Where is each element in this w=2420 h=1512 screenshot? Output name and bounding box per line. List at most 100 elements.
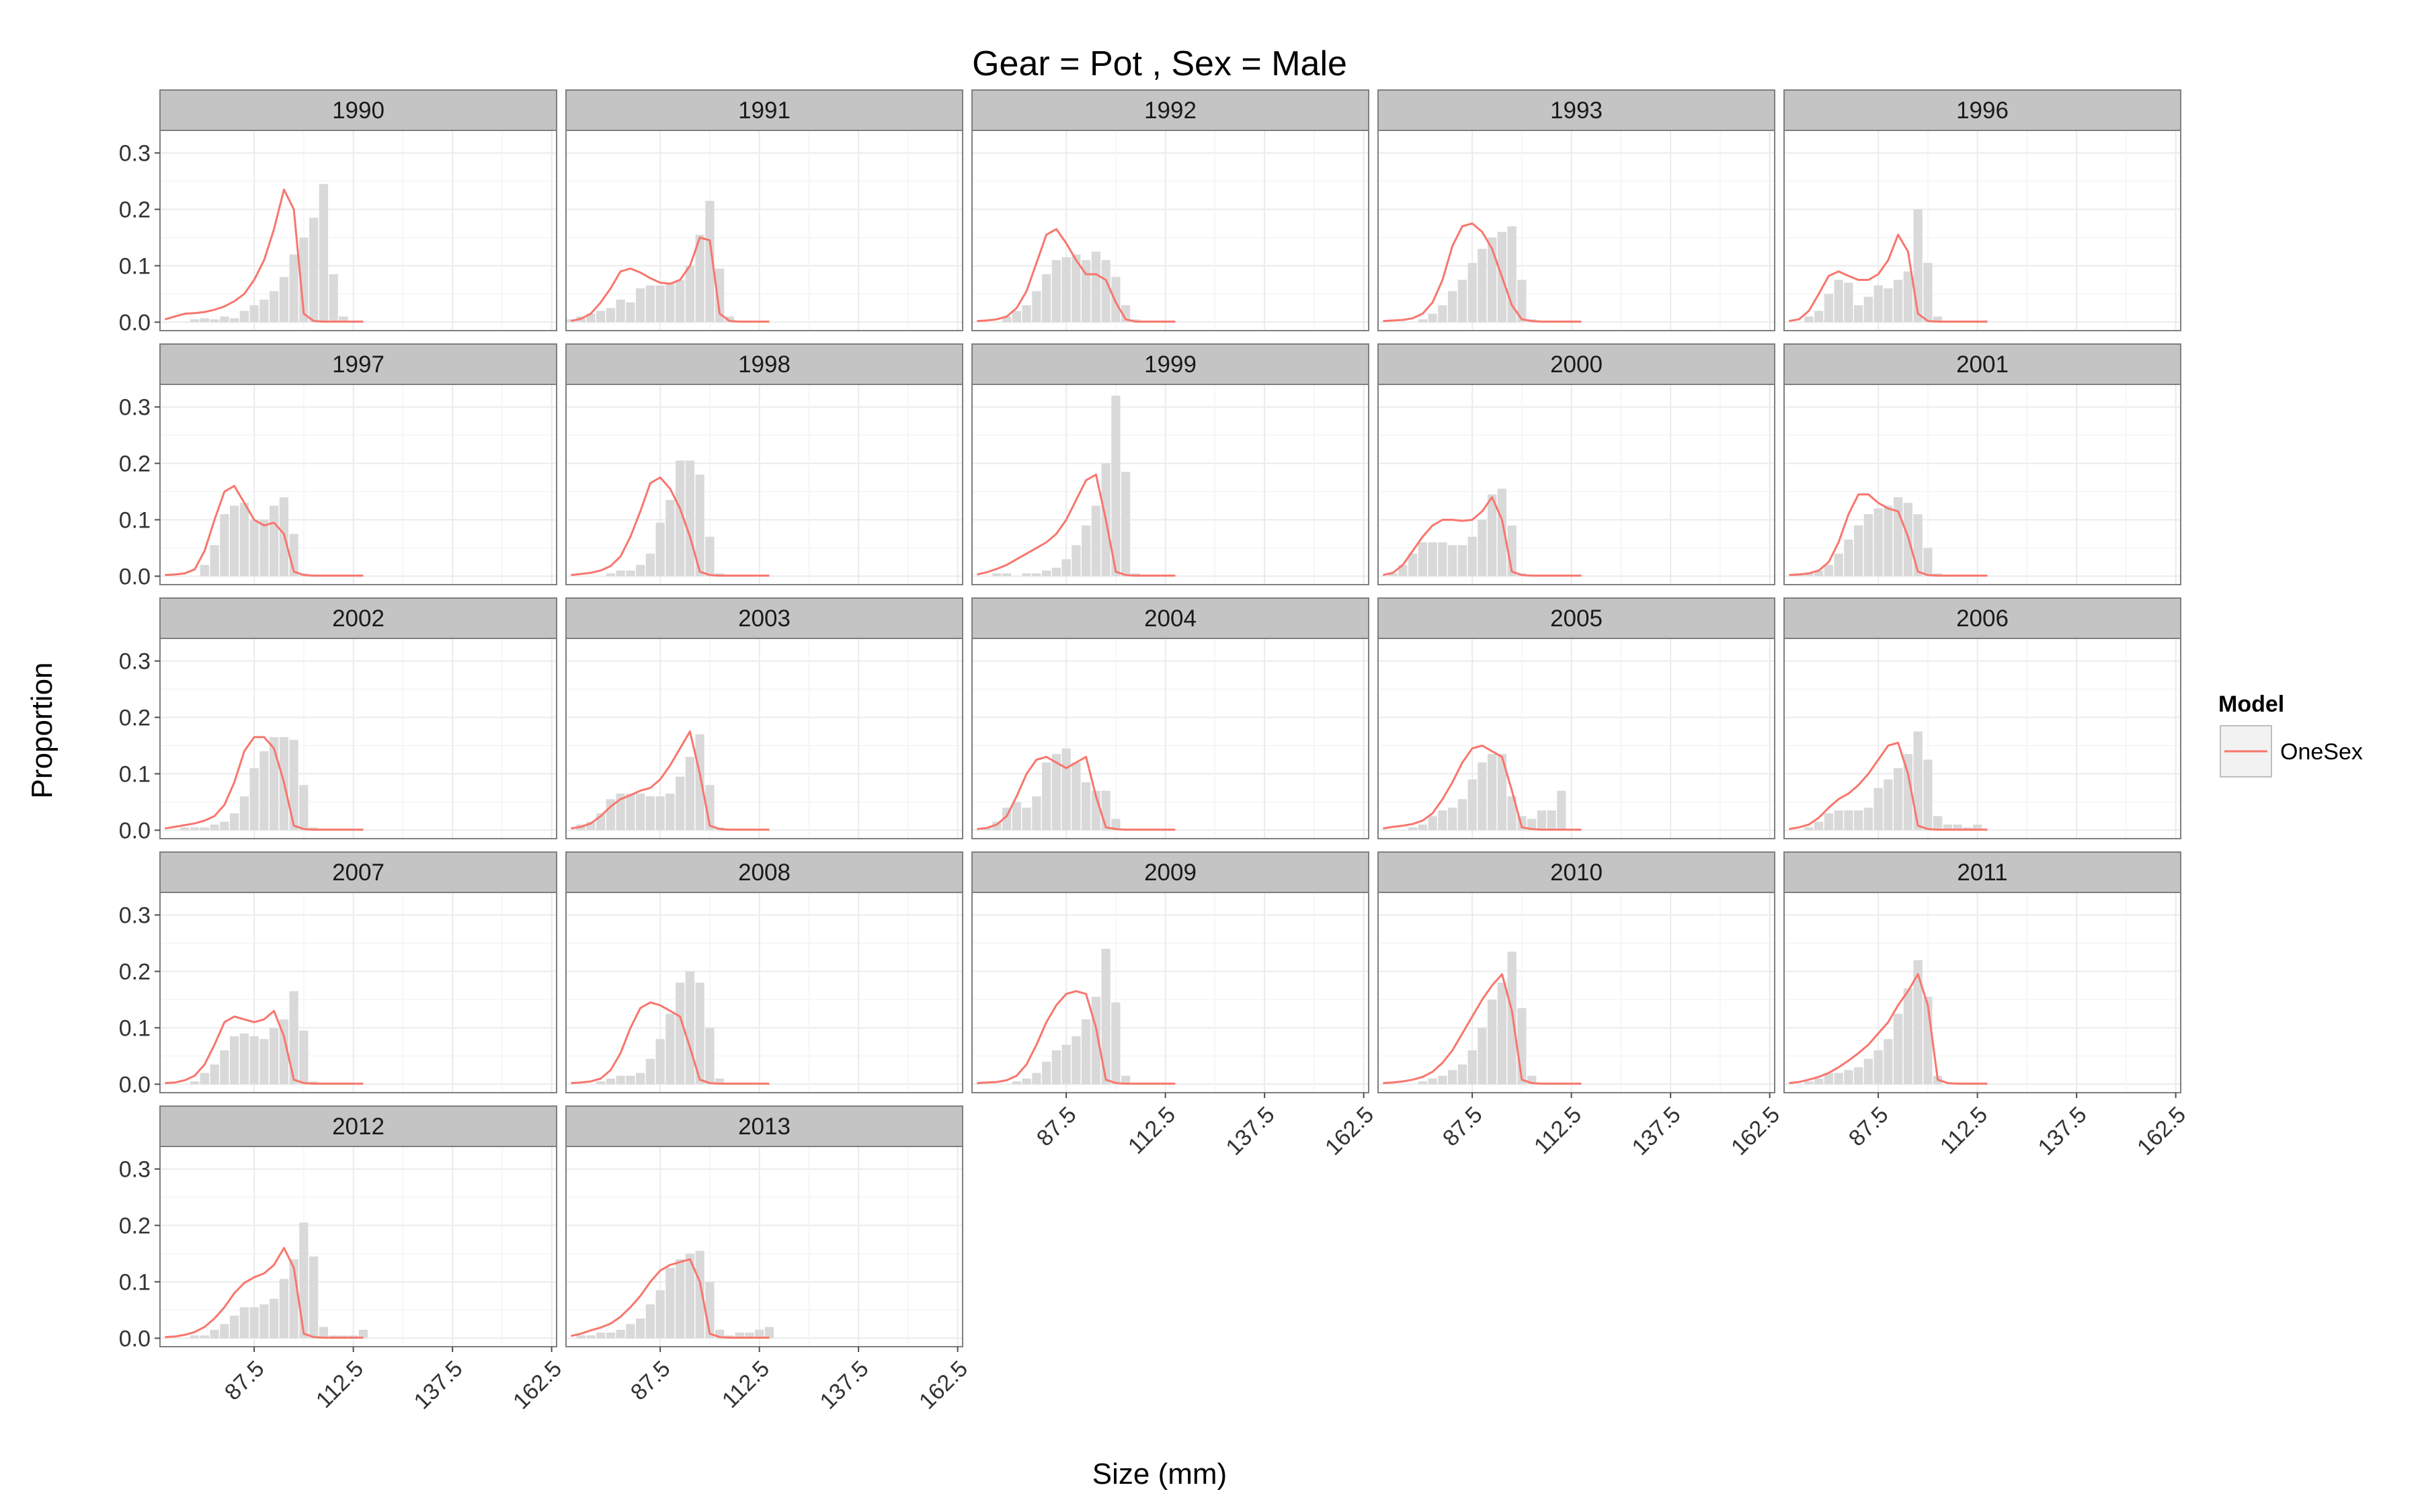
panel-border [971,384,1369,585]
y-tick-label: 0.2 [119,706,151,731]
observed-bar [754,1329,764,1339]
observed-bar [1467,779,1477,831]
panel-border [565,384,963,585]
observed-bar [1834,553,1843,577]
x-tick-label: 112.5 [311,1356,368,1413]
observed-bar [1844,1070,1853,1085]
observed-bar [1418,825,1428,831]
facet-panel-1991: 1991 [565,89,963,331]
facet-strip [971,89,1369,131]
panel-background [1784,384,2181,585]
observed-bar [239,1033,249,1085]
facet-strip-label: 2009 [1144,859,1197,886]
panel-border [565,638,963,839]
observed-bar [180,827,190,831]
observed-bar [1893,497,1903,577]
panel-background [1378,638,1775,839]
panel-border [971,130,1369,331]
observed-bar [1428,1079,1437,1085]
observed-bar [329,274,338,323]
x-tick-label: 137.5 [815,1356,874,1415]
observed-bar [1834,810,1843,831]
observed-bar [1834,1073,1843,1085]
observed-bar [1081,260,1091,323]
observed-bar [1814,310,1824,323]
onesex-model-line [1789,493,1988,577]
observed-bar [339,317,348,323]
observed-bar [1072,1036,1081,1085]
observed-bar [1041,1061,1051,1085]
panel-border [971,892,1369,1093]
observed-bar [616,1329,625,1339]
observed-bar [1081,525,1091,577]
panel-background [160,892,557,1093]
observed-bar [259,299,269,323]
facet-strip [565,597,963,639]
panel-border [1377,892,1775,1093]
onesex-model-line [977,228,1176,323]
observed-bars [180,737,319,831]
panel-border [1783,384,2181,585]
observed-bar [1032,1073,1041,1085]
observed-bar [1814,1079,1824,1085]
facet-panel-2000: 2000 [1377,343,1775,585]
observed-bar [1517,280,1527,323]
panel-background [1784,130,2181,331]
observed-bar [1022,1079,1031,1085]
panel-background [566,892,963,1093]
facet-strip-label: 2010 [1550,859,1603,886]
facet-strip-label: 2007 [332,859,385,886]
facet-panel-2001: 2001 [1783,343,2181,585]
observed-bar [626,793,635,831]
observed-bar [1853,810,1863,831]
panel-background [566,384,963,585]
observed-bar [675,1259,685,1339]
observed-bar [1002,573,1012,577]
observed-bar [1923,548,1933,577]
onesex-model-line [165,1009,364,1085]
observed-bar [645,285,655,323]
onesex-model-line [571,1001,770,1085]
panel-border [159,638,557,839]
y-tick-label: 0.2 [119,452,151,477]
y-tick-label: 0.2 [119,1214,151,1239]
observed-bar [239,503,249,577]
observed-bar [1478,1027,1487,1085]
facet-strip [1783,851,2181,893]
panel-border [159,892,557,1093]
observed-bar [715,268,725,323]
observed-bar [1487,494,1497,577]
observed-bar [626,1075,635,1085]
observed-bar [1438,1075,1447,1085]
observed-bars [992,395,1141,577]
y-tick-label: 0.3 [119,141,151,167]
onesex-model-line [571,476,770,577]
x-tick-label: 87.5 [1032,1102,1082,1152]
facet-strip-label: 1990 [332,97,385,124]
observed-bar [190,1335,200,1339]
observed-bar [1903,754,1913,831]
facet-panel-2004: 2004 [971,597,1369,839]
observed-bar [1061,559,1071,577]
panel-border [1783,130,2181,331]
observed-bar [655,1290,665,1339]
x-tick-label: 162.5 [1726,1102,1785,1161]
observed-bar [229,1036,239,1085]
observed-bar [1824,564,1834,577]
observed-bar [1873,1050,1883,1085]
observed-bar [269,291,279,323]
observed-bar [666,1267,675,1339]
observed-bar [220,317,229,323]
onesex-model-line [1789,973,1988,1085]
observed-bar [1863,514,1873,577]
y-tick-label: 0.3 [119,1157,151,1183]
observed-bar [1844,539,1853,577]
facet-panel-2010: 2010 87.5 112.5 137.5 162.5 [1377,851,1785,1161]
observed-bar [1447,807,1457,831]
onesex-model-line [1789,233,1988,323]
facet-panel-1997: 1997 0.0 0.1 0.2 0.3 [119,343,557,589]
observed-bar [289,740,298,831]
observed-bar [705,200,715,323]
observed-bar [645,1304,655,1339]
observed-bar [1903,271,1913,323]
